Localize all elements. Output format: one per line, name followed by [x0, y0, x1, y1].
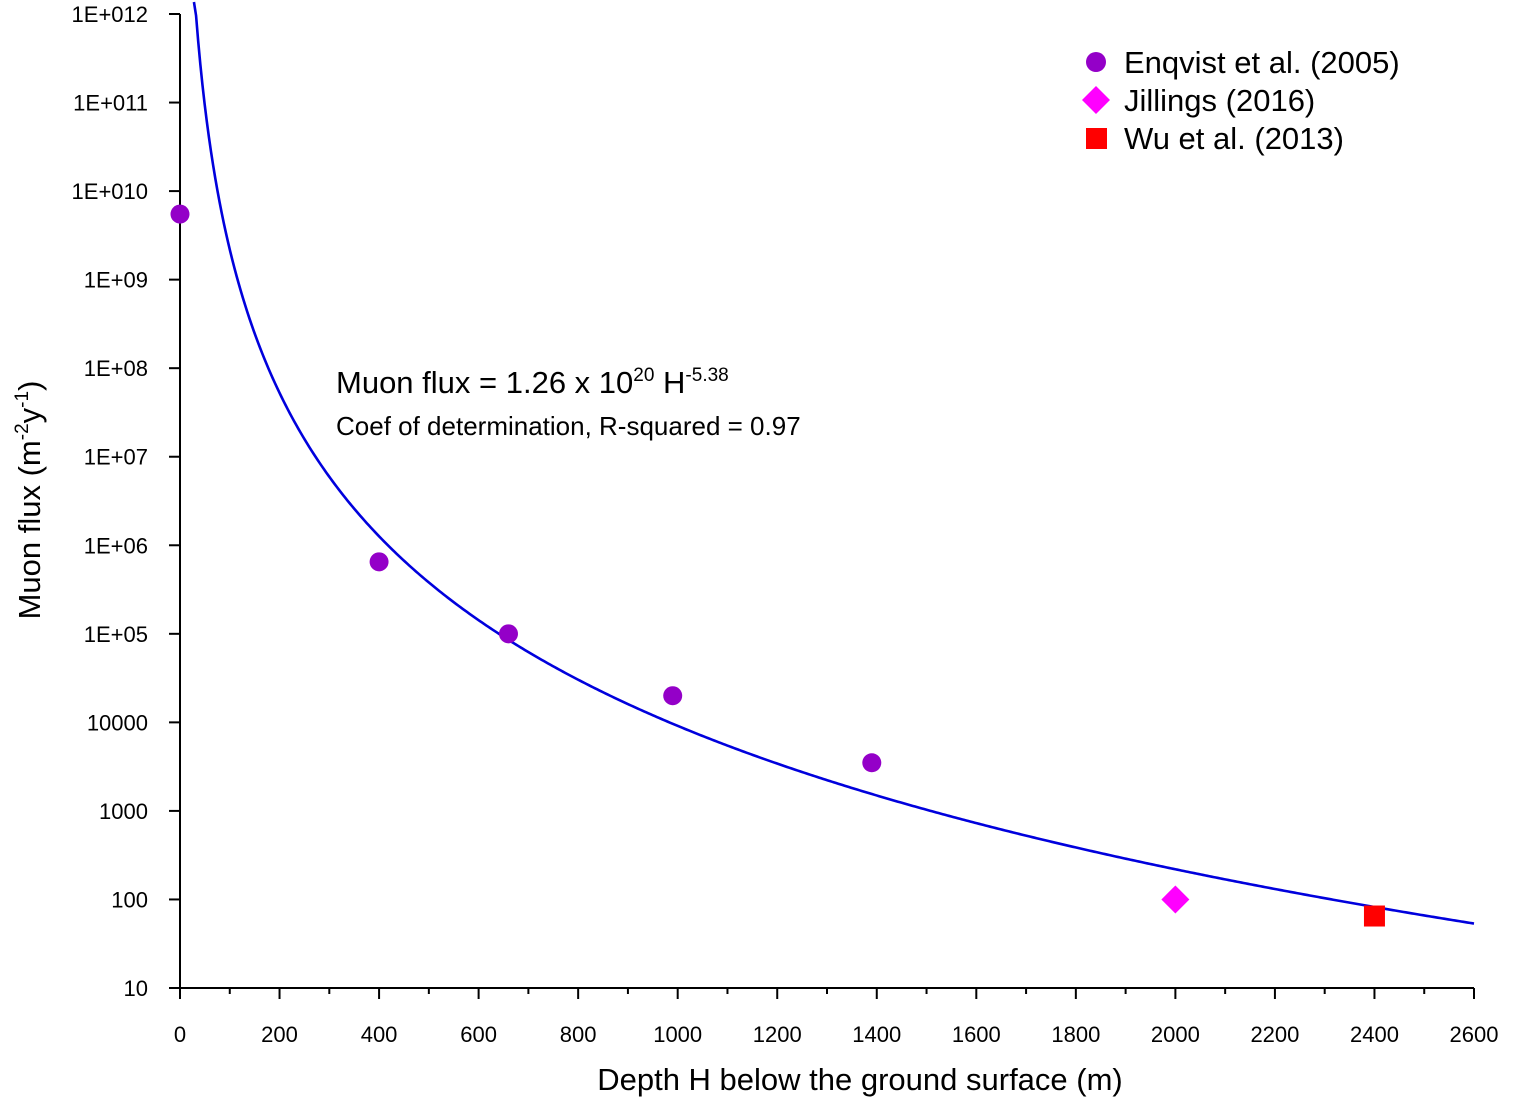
y-tick-label: 1E+07	[84, 445, 148, 470]
y-tick-label: 1E+012	[72, 2, 148, 27]
data-point-diamond	[1161, 885, 1190, 914]
x-tick-label: 1200	[753, 1022, 802, 1047]
x-tick-label: 800	[560, 1022, 597, 1047]
data-point-circle	[862, 753, 882, 773]
legend-marker-square	[1086, 128, 1107, 149]
data-points	[170, 204, 1385, 927]
legend-item-jillings: Jillings (2016)	[1082, 83, 1315, 118]
x-tick-label: 400	[361, 1022, 398, 1047]
x-tick-label: 2400	[1350, 1022, 1399, 1047]
y-tick-label: 1E+05	[84, 622, 148, 647]
y-tick-label: 1E+011	[73, 91, 148, 116]
equation-prefix: Muon flux = 1.26 x 10	[336, 365, 633, 400]
x-tick-label: 1400	[852, 1022, 901, 1047]
y-axis-title-sup2: -1	[12, 391, 33, 408]
legend-marker-circle	[1086, 52, 1106, 72]
x-tick-label: 1600	[952, 1022, 1001, 1047]
y-tick-label: 1E+06	[84, 533, 148, 558]
y-tick-label: 1E+08	[84, 356, 148, 381]
y-axis-title-base: Muon flux (m	[12, 440, 47, 619]
x-tick-label: 200	[261, 1022, 298, 1047]
y-tick-label: 10	[124, 976, 148, 1001]
legend-item-wu: Wu et al. (2013)	[1086, 121, 1344, 156]
y-tick-label: 1E+010	[72, 179, 148, 204]
fit-curve	[192, 1, 1475, 925]
x-tick-label: 0	[174, 1022, 186, 1047]
legend-marker-diamond	[1082, 86, 1110, 114]
data-point-circle	[498, 624, 518, 644]
x-tick-label: 2000	[1151, 1022, 1200, 1047]
x-tick-label: 2600	[1450, 1022, 1499, 1047]
equation-sup-power: -5.38	[685, 365, 728, 386]
x-axis-title: Depth H below the ground surface (m)	[597, 1062, 1123, 1097]
y-axis-title-end: )	[12, 381, 47, 391]
x-tick-label: 2200	[1250, 1022, 1299, 1047]
legend: Enqvist et al. (2005) Jillings (2016) Wu…	[1082, 45, 1400, 156]
equation-line1: Muon flux = 1.26 x 1020 H-5.38	[336, 365, 729, 400]
x-tick-label: 1000	[653, 1022, 702, 1047]
data-point-circle	[663, 686, 683, 706]
x-tick-label: 1800	[1051, 1022, 1100, 1047]
legend-label-jillings: Jillings (2016)	[1124, 83, 1315, 118]
axes	[179, 14, 1474, 989]
ticks: 0 200 400 600 800 1000 1200 1400 1600 1800 2000 220…	[72, 2, 1499, 1047]
y-tick-label: 10000	[87, 710, 148, 735]
equation-sup-exponent: 20	[633, 365, 654, 386]
y-axis-title: Muon flux (m-2y-1)	[12, 381, 47, 620]
legend-item-enqvist: Enqvist et al. (2005)	[1086, 45, 1400, 80]
data-point-circle	[369, 552, 389, 572]
y-tick-label: 100	[111, 887, 148, 912]
equation-line2: Coef of determination, R-squared = 0.97	[336, 411, 801, 441]
data-point-circle	[170, 204, 190, 224]
fit-curve-group	[192, 1, 1475, 925]
legend-label-enqvist: Enqvist et al. (2005)	[1124, 45, 1400, 80]
y-axis-title-mid: y	[12, 407, 47, 423]
y-axis-title-sup1: -2	[12, 423, 33, 440]
x-tick-label: 600	[460, 1022, 497, 1047]
y-tick-label: 1000	[99, 799, 148, 824]
y-tick-label: 1E+09	[84, 268, 148, 293]
equation-variable: H	[654, 365, 685, 400]
data-point-square	[1363, 905, 1385, 927]
legend-label-wu: Wu et al. (2013)	[1124, 121, 1344, 156]
